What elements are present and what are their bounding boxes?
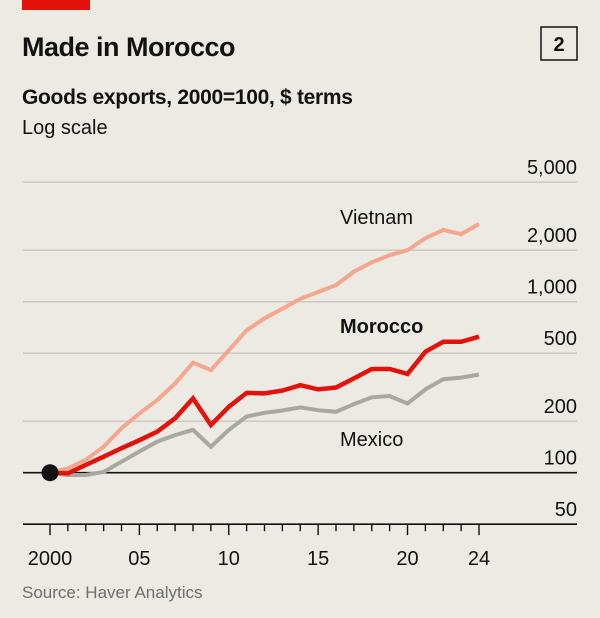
y-tick-label: 50 <box>555 499 577 521</box>
scale-note: Log scale <box>22 117 108 139</box>
chart-title: Made in Morocco <box>22 32 235 62</box>
x-tick-label: 15 <box>307 548 329 570</box>
source-note: Source: Haver Analytics <box>22 583 202 602</box>
series-label-vietnam: Vietnam <box>340 207 413 229</box>
y-tick-label: 500 <box>544 328 577 350</box>
y-tick-label: 100 <box>544 448 577 470</box>
series-line-morocco <box>49 334 480 476</box>
x-tick-label: 20 <box>396 548 418 570</box>
chart-number: 2 <box>553 34 564 56</box>
y-axis-labels: 50 100 200 500 1,000 2,000 5,000 <box>527 157 577 521</box>
x-tick-label: 2000 <box>28 548 73 570</box>
y-tick-label: 1,000 <box>527 277 577 299</box>
y-tick-label: 2,000 <box>527 225 577 247</box>
chart-number-box <box>540 26 578 61</box>
gridlines <box>23 181 577 525</box>
x-tick-label: 24 <box>468 548 490 570</box>
x-tick-label: 05 <box>128 548 150 570</box>
series-label-mexico: Mexico <box>340 429 403 451</box>
x-axis: 2000 05 10 15 20 24 <box>28 524 490 570</box>
y-tick-label: 200 <box>544 396 577 418</box>
y-tick-label: 5,000 <box>527 157 577 179</box>
series-line-mexico <box>49 372 480 477</box>
series-label-morocco: Morocco <box>340 316 423 338</box>
accent-bar <box>22 0 90 10</box>
series-lines <box>41 222 480 482</box>
series-line-vietnam <box>49 222 480 475</box>
chart-subtitle: Goods exports, 2000=100, $ terms <box>22 86 353 109</box>
x-tick-label: 10 <box>218 548 240 570</box>
start-point-marker <box>41 464 59 482</box>
